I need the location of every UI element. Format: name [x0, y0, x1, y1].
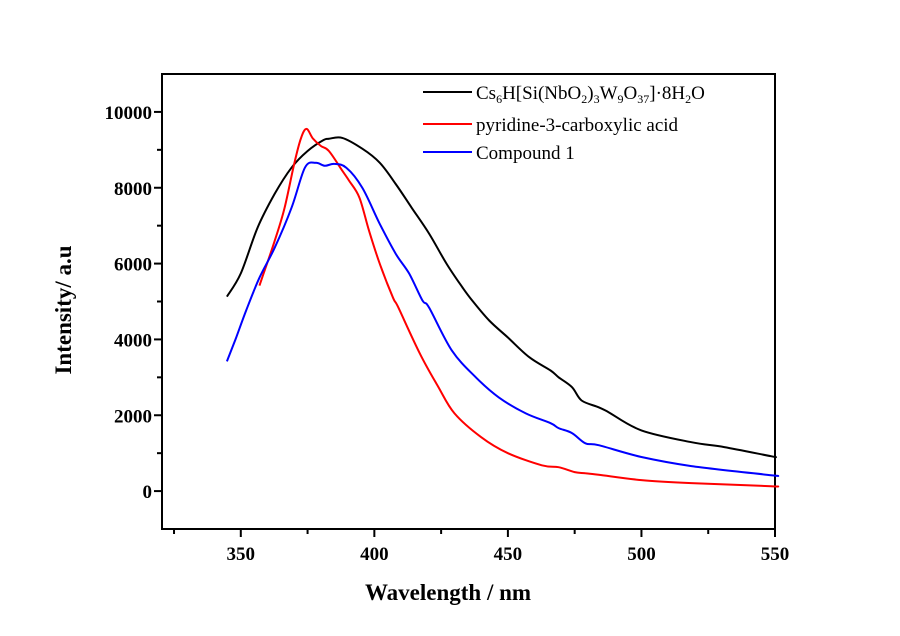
- y-axis-title: Intensity/ a.u: [51, 245, 76, 374]
- y-axis-ticks: 0 2000 4000 6000 8000 10000: [105, 103, 162, 503]
- legend-subscript: 2: [581, 92, 587, 106]
- y-tick-label: 10000: [105, 103, 153, 124]
- y-tick-label: 8000: [114, 179, 152, 200]
- legend-text-part: Cs: [476, 83, 496, 104]
- legend-text-part: O: [624, 83, 638, 104]
- x-tick-label: 500: [627, 544, 656, 565]
- legend-text-part: O: [691, 83, 705, 104]
- series-layer: [225, 127, 780, 488]
- legend-label-2: pyridine-3-carboxylic acid: [476, 115, 679, 136]
- legend-text-part: pyridine-3-carboxylic acid: [476, 115, 679, 136]
- legend-subscript: 9: [618, 92, 624, 106]
- y-tick-label: 2000: [114, 406, 152, 427]
- legend-subscript: 6: [496, 92, 502, 106]
- legend: Cs6H[Si(NbO2)3W9O37]·8H2Opyridine-3-carb…: [423, 83, 705, 164]
- legend-text-part: H[Si(NbO: [502, 83, 581, 104]
- series-line-3: [225, 161, 780, 477]
- legend-text-part: W: [600, 83, 618, 104]
- y-tick-label: 0: [143, 482, 153, 503]
- plot-frame: [161, 73, 776, 530]
- x-tick-label: 550: [761, 544, 790, 565]
- series-line-1: [226, 136, 777, 459]
- x-tick-label: 350: [227, 544, 256, 565]
- legend-label-3: Compound 1: [476, 143, 575, 164]
- y-tick-label: 6000: [114, 255, 152, 276]
- series-line-2: [258, 127, 780, 488]
- legend-text-part: ): [587, 83, 593, 104]
- x-tick-label: 400: [360, 544, 389, 565]
- y-tick-label: 4000: [114, 330, 152, 351]
- legend-subscript: 37: [637, 92, 649, 106]
- x-tick-label: 450: [494, 544, 523, 565]
- x-axis-title: Wavelength / nm: [365, 580, 531, 605]
- legend-subscript: 3: [594, 92, 600, 106]
- legend-subscript: 2: [685, 92, 691, 106]
- legend-text-part: Compound 1: [476, 143, 575, 164]
- x-axis-ticks: 350 400 450 500 550: [173, 529, 790, 565]
- legend-label-1: Cs6H[Si(NbO2)3W9O37]·8H2O: [476, 83, 705, 106]
- legend-text-part: ]·8H: [649, 83, 685, 104]
